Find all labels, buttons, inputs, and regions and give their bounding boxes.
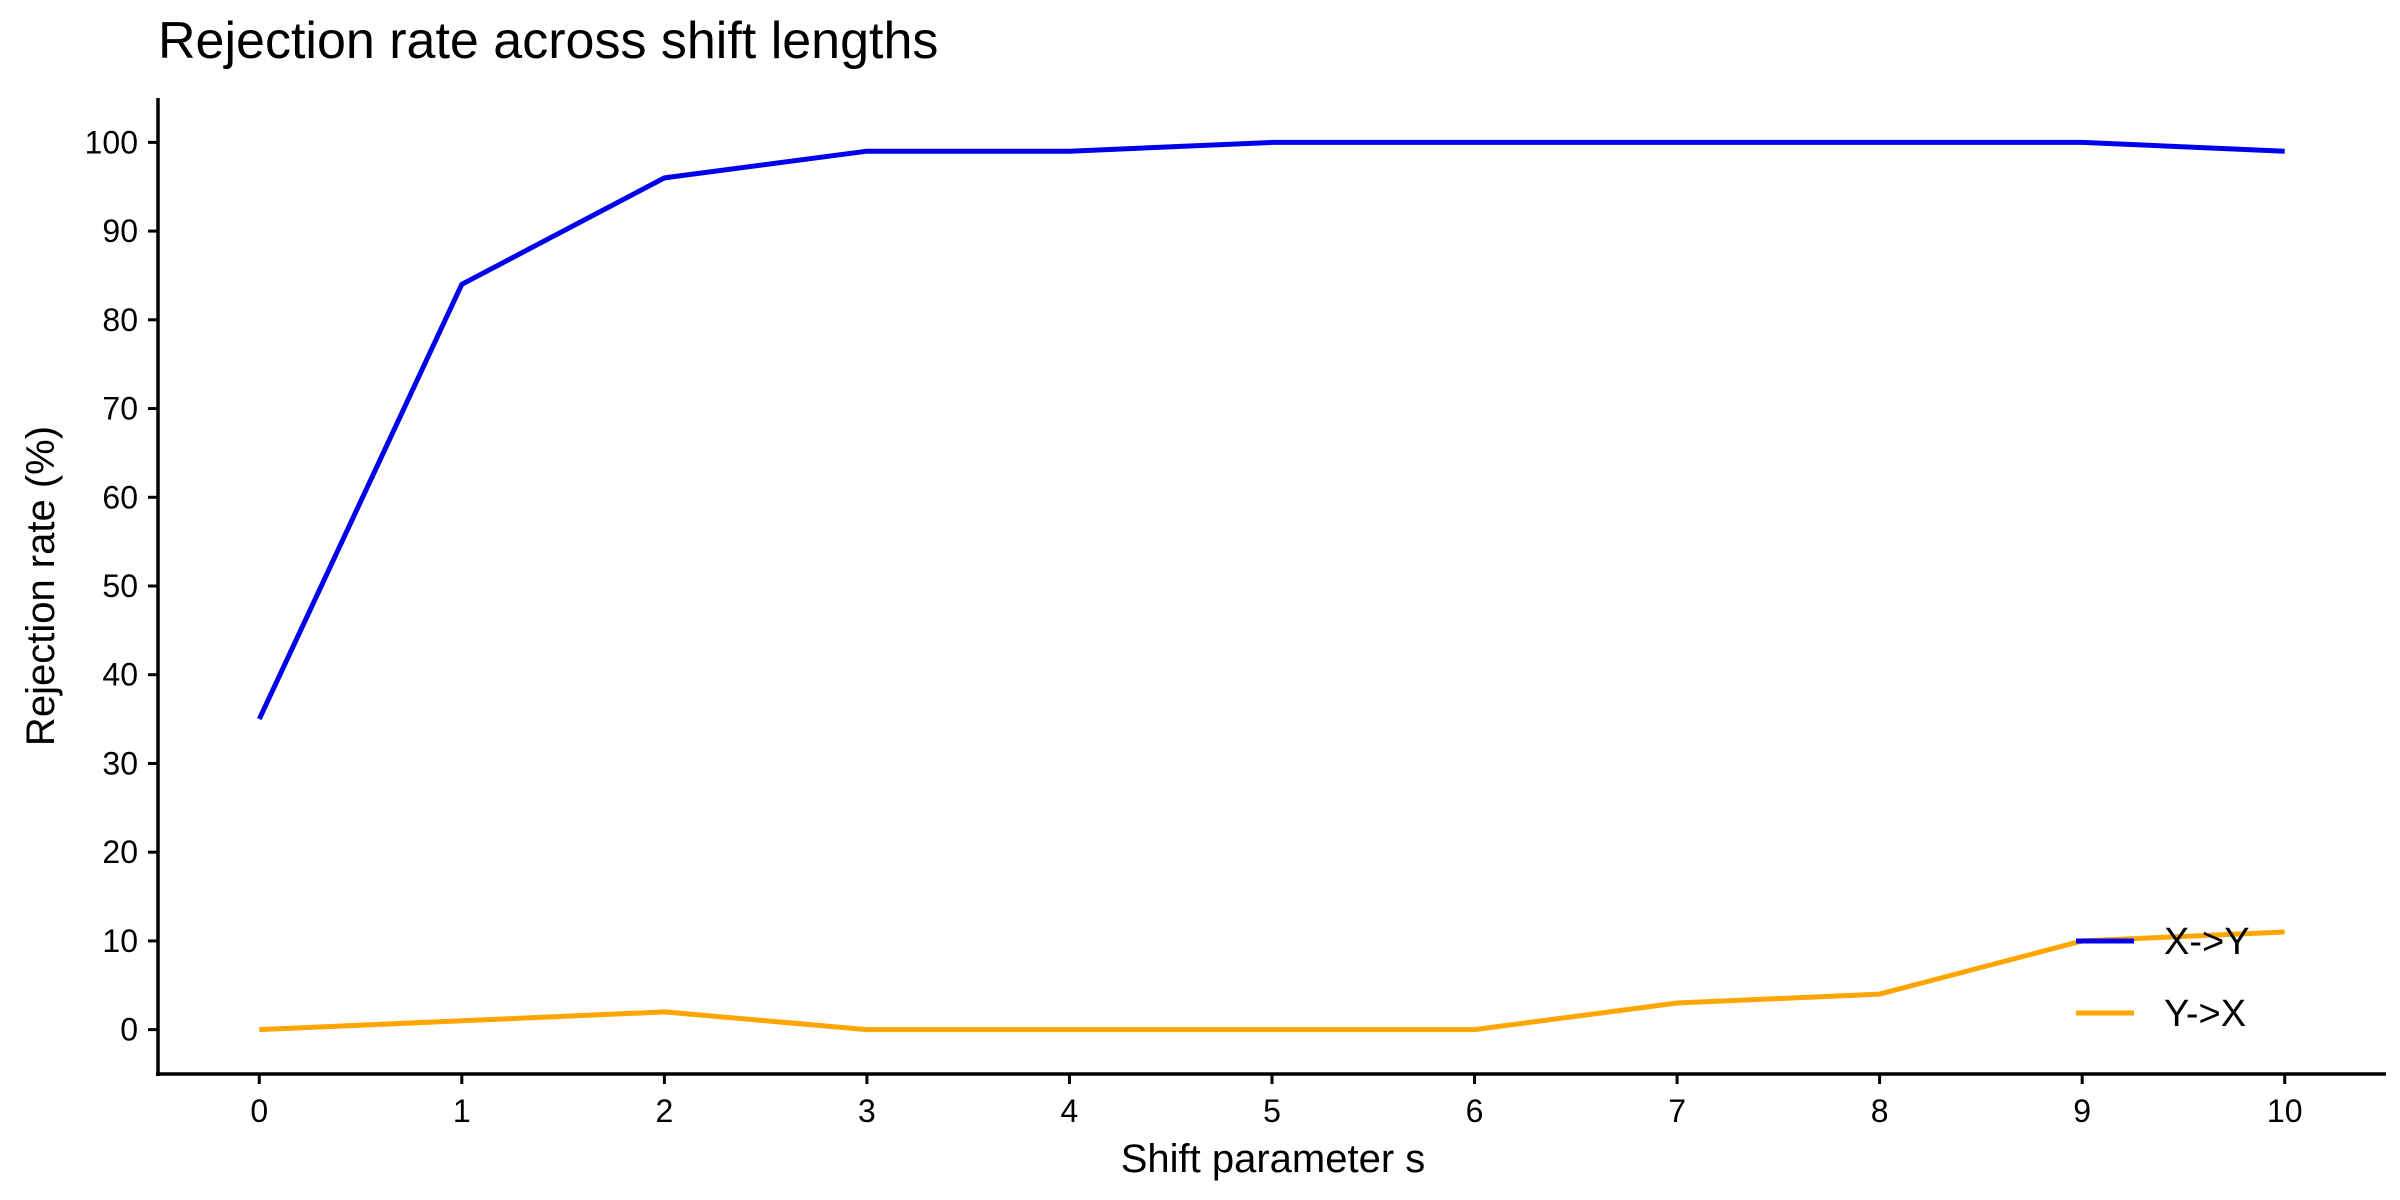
y-tick-label-40: 40 bbox=[102, 657, 138, 693]
y-tick-label-10: 10 bbox=[102, 923, 138, 959]
legend-label-x-to-y: X->Y bbox=[2164, 921, 2250, 963]
y-tick-label-100: 100 bbox=[85, 124, 138, 160]
x-axis: 0 1 2 3 4 5 6 7 8 9 10 bbox=[156, 1072, 2386, 1129]
series-line-x-to-y bbox=[257, 139, 2285, 721]
series-line-y-to-x bbox=[259, 929, 2285, 1033]
chart-title: Rejection rate across shift lengths bbox=[158, 12, 938, 70]
legend-entry-y-to-x: Y->X bbox=[2076, 993, 2246, 1035]
legend-label-y-to-x: Y->X bbox=[2164, 993, 2246, 1035]
legend-entry-x-to-y: X->Y bbox=[2076, 921, 2250, 963]
x-axis-label: Shift parameter s bbox=[1121, 1137, 1426, 1181]
y-tick-label-50: 50 bbox=[102, 568, 138, 604]
x-tick-label-9: 9 bbox=[2073, 1093, 2091, 1129]
x-ticks: 0 1 2 3 4 5 6 7 8 9 10 bbox=[250, 1074, 2303, 1129]
x-tick-label-2: 2 bbox=[655, 1093, 673, 1129]
y-tick-label-90: 90 bbox=[102, 213, 138, 249]
x-tick-label-10: 10 bbox=[2267, 1093, 2303, 1129]
series-layer bbox=[257, 139, 2285, 1033]
y-tick-label-80: 80 bbox=[102, 302, 138, 338]
y-tick-label-20: 20 bbox=[102, 834, 138, 870]
x-tick-label-3: 3 bbox=[858, 1093, 876, 1129]
x-tick-label-1: 1 bbox=[453, 1093, 471, 1129]
y-ticks: 0 10 20 30 40 50 60 70 80 90 100 bbox=[85, 124, 158, 1048]
y-axis: 0 10 20 30 40 50 60 70 80 90 100 bbox=[85, 98, 160, 1076]
x-tick-label-0: 0 bbox=[250, 1093, 268, 1129]
y-tick-label-0: 0 bbox=[120, 1012, 138, 1048]
legend: X->Y Y->X bbox=[2076, 921, 2250, 1035]
y-axis-label: Rejection rate (%) bbox=[19, 426, 63, 746]
x-tick-label-5: 5 bbox=[1263, 1093, 1281, 1129]
y-tick-label-60: 60 bbox=[102, 479, 138, 515]
y-tick-label-70: 70 bbox=[102, 391, 138, 427]
x-tick-label-7: 7 bbox=[1668, 1093, 1686, 1129]
x-tick-label-6: 6 bbox=[1466, 1093, 1484, 1129]
x-tick-label-8: 8 bbox=[1871, 1093, 1889, 1129]
x-tick-label-4: 4 bbox=[1061, 1093, 1079, 1129]
y-tick-label-30: 30 bbox=[102, 745, 138, 781]
